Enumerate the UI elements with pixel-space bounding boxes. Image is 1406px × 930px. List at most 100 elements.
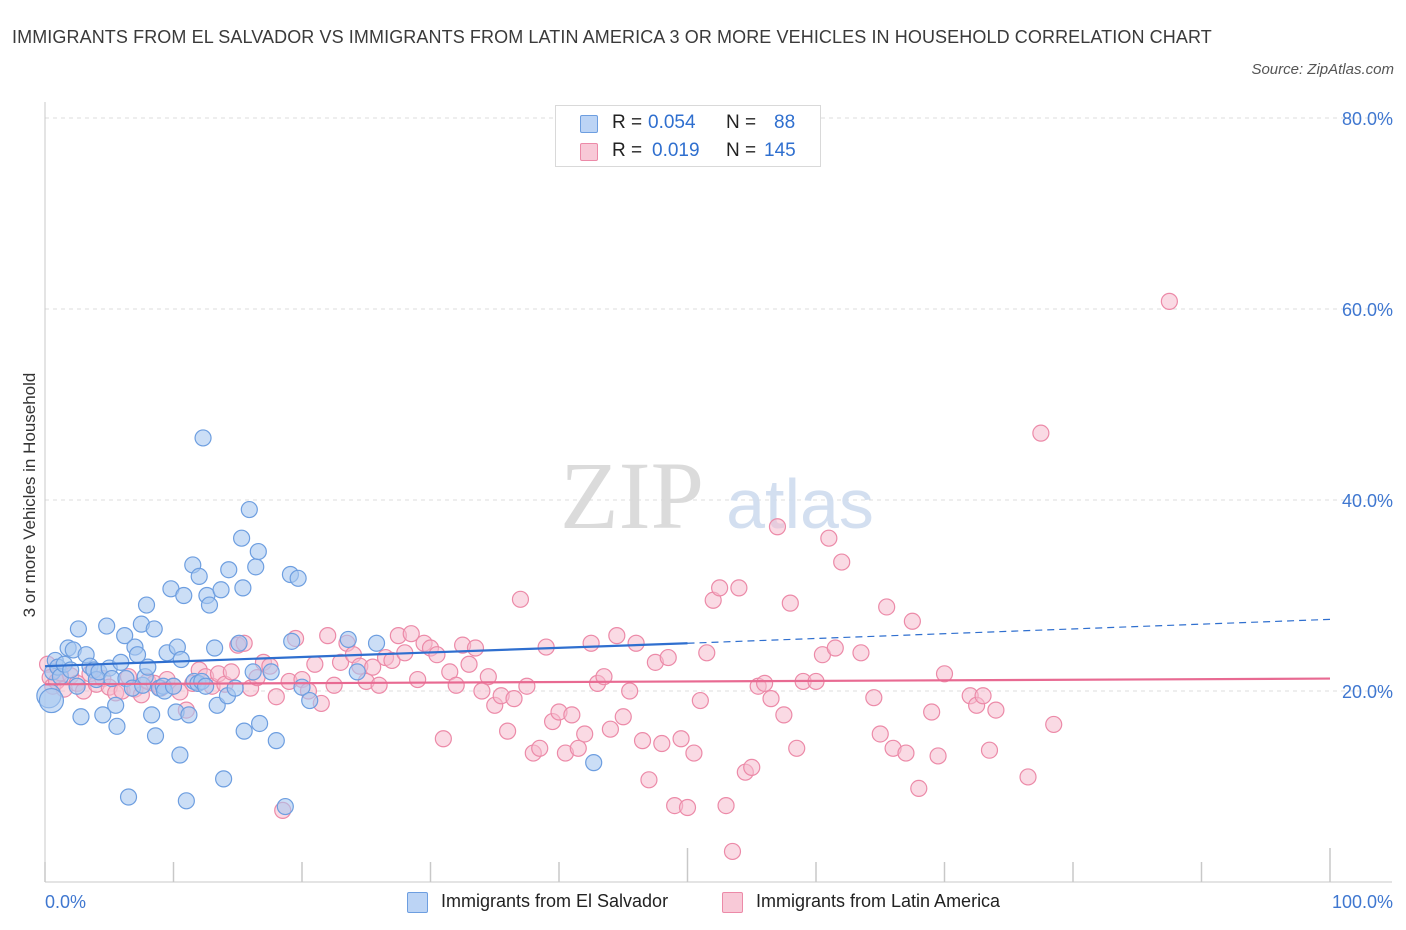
data-point-latin-america [723,842,742,861]
data-point-latin-america [633,732,652,750]
data-point-el-salvador [215,770,233,788]
data-point-el-salvador [171,746,189,764]
y-tick-label: 20.0% [1342,682,1393,702]
data-point-latin-america [743,758,761,777]
data-point-el-salvador [339,630,357,649]
data-point-el-salvador [301,691,319,710]
data-point-latin-america [608,627,626,645]
data-point-latin-america [910,779,928,798]
data-point-latin-america [331,653,350,671]
data-point-latin-america [621,682,639,700]
data-point-latin-america [518,677,536,695]
data-point-el-salvador [200,596,219,614]
data-point-latin-america [730,579,748,597]
data-point-el-salvador [190,567,208,586]
data-point-el-salvador [164,677,183,695]
data-point-el-salvador [289,569,307,587]
data-point-el-salvador [250,714,269,733]
x-tick-label: 100.0% [1332,892,1393,912]
data-point-el-salvador [249,542,267,561]
watermark-atlas: atlas [726,465,874,543]
data-point-el-salvador [276,797,294,816]
data-point-latin-america [499,722,517,740]
data-point-latin-america [781,594,799,612]
data-point-latin-america [672,730,690,748]
trend-line-el-salvador-projection [687,618,1331,644]
data-point-latin-america [1032,424,1050,442]
data-point-latin-america [974,687,992,705]
data-point-el-salvador [72,708,90,726]
r-label: R = [612,112,643,133]
data-point-latin-america [383,651,401,670]
data-point-latin-america [601,720,620,738]
n-label: N = [726,140,757,161]
data-point-latin-america [460,655,478,673]
data-point-el-salvador [180,706,198,724]
data-point-latin-america [370,676,388,694]
data-point-latin-america [929,747,947,765]
data-point-el-salvador [244,663,262,681]
series-el-salvador-points [36,429,603,816]
data-point-latin-america [563,706,581,724]
data-point-latin-america [511,590,530,608]
legend-label: Immigrants from Latin America [756,891,1001,911]
data-point-latin-america [505,690,523,708]
data-point-latin-america [691,691,709,710]
pink-swatch [580,143,598,161]
data-point-latin-america [755,674,774,692]
y-tick-label: 60.0% [1342,300,1393,320]
data-point-latin-america [698,644,716,662]
data-point-latin-america [987,701,1005,719]
stats-legend: R = 0.054 N = 88 R = 0.019 N = 145 [555,105,821,167]
n-value: 145 [764,140,796,161]
data-point-latin-america [473,682,491,700]
data-point-el-salvador [119,788,138,806]
data-point-latin-america [306,655,324,673]
data-point-latin-america [711,579,729,597]
data-point-latin-america [717,796,735,815]
trend-line-latin-america [44,677,1331,686]
data-point-el-salvador [68,677,86,695]
data-point-latin-america [614,708,632,726]
data-point-latin-america [325,676,343,694]
data-point-latin-america [833,553,851,571]
data-point-el-salvador [98,617,116,635]
data-point-el-salvador [108,717,126,735]
data-point-latin-america [409,670,427,689]
tick-labels: 20.0% 40.0% 60.0% 80.0% 0.0% 100.0% [45,109,1393,912]
data-point-latin-america [935,665,954,683]
data-point-latin-america [659,648,677,667]
axes [44,102,1392,883]
y-tick-label: 40.0% [1342,491,1393,511]
data-point-el-salvador [172,650,190,669]
trend-lines [44,618,1331,686]
data-point-latin-america [1045,715,1063,734]
data-point-latin-america [267,688,285,706]
blue-swatch [580,115,598,133]
data-point-latin-america [685,744,703,762]
r-value: 0.054 [648,112,696,133]
data-point-latin-america [466,639,485,657]
data-point-latin-america [428,646,446,664]
data-point-latin-america [479,668,497,686]
data-point-latin-america [653,734,671,753]
data-point-el-salvador [235,722,253,740]
data-point-el-salvador [230,634,248,652]
data-point-el-salvador [197,677,215,695]
data-point-latin-america [402,625,420,643]
source-label: Source: ZipAtlas.com [1251,61,1394,78]
data-point-latin-america [768,518,787,536]
data-point-el-salvador [233,529,251,547]
data-point-el-salvador [137,596,156,614]
data-point-latin-america [1160,292,1178,310]
data-point-latin-america [640,771,658,789]
chart-title: IMMIGRANTS FROM EL SALVADOR VS IMMIGRANT… [12,27,1212,47]
watermark: ZIP atlas [560,442,874,549]
data-point-latin-america [852,644,870,662]
series-latin-america-points [38,292,1178,861]
data-point-latin-america [826,639,844,657]
data-point-latin-america [678,798,697,817]
data-point-latin-america [775,706,793,724]
blue-swatch [407,892,428,913]
